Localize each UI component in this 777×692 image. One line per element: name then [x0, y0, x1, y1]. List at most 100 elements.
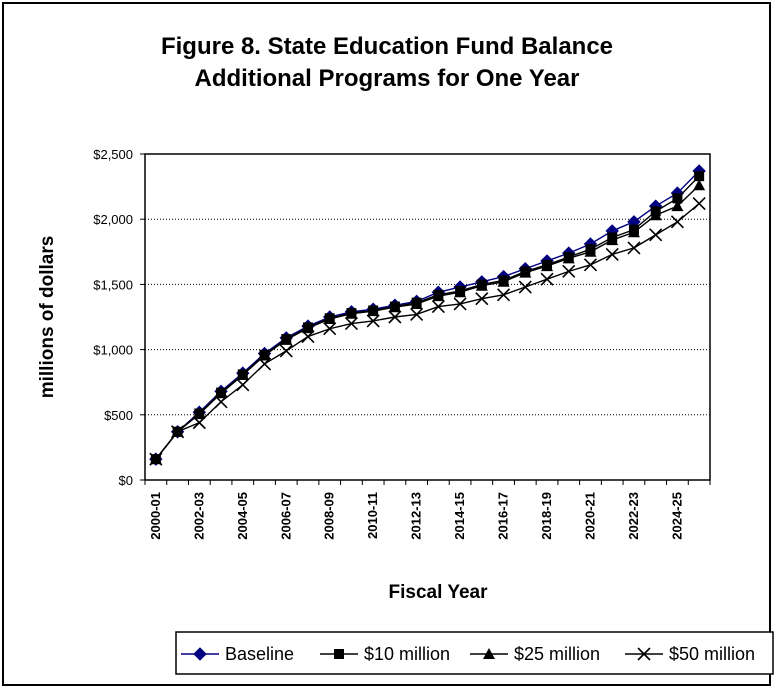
data-point-50-million	[171, 425, 185, 439]
series-25-million	[149, 179, 706, 465]
data-point-50-million	[627, 241, 641, 255]
gridlines	[145, 218, 710, 416]
data-point-25-million	[323, 312, 336, 324]
data-point-25-million	[301, 322, 314, 334]
data-point-25-million	[236, 369, 249, 381]
series-50-million	[149, 196, 706, 466]
data-point-50-million	[649, 228, 663, 242]
x-axis-ticks: 2000-01 2002-03 2004-05 2006-07 2008-09 2010-…	[144, 480, 711, 540]
data-point-25-million	[475, 279, 488, 291]
legend-marker	[637, 647, 651, 661]
y-tick-label: $0	[119, 473, 133, 488]
data-point-50-million	[301, 329, 315, 344]
data-point-50-million	[583, 258, 598, 272]
data-point-25-million	[693, 179, 706, 191]
legend-label: $50 million	[669, 644, 755, 664]
legend-item-50-million: $50 million	[625, 644, 755, 664]
x-tick-label: 2012-13	[409, 492, 424, 540]
data-point-50-million	[388, 310, 402, 324]
x-tick-label: 2018-19	[539, 492, 554, 540]
legend: Baseline $10 million $25 million $50 millio…	[181, 644, 755, 664]
x-tick-label: 2004-05	[235, 492, 250, 540]
y-tick-label: $1,000	[93, 343, 133, 358]
data-point-25-million	[497, 275, 510, 287]
series-10-million	[150, 171, 705, 465]
data-point-25-million	[519, 266, 532, 278]
data-point-50-million	[192, 416, 206, 430]
data-point-50-million	[149, 452, 163, 466]
x-tick-label: 2022-23	[626, 492, 641, 540]
y-tick-label: $500	[104, 408, 133, 423]
data-point-50-million	[518, 280, 532, 294]
chart-subtitle: Additional Programs for One Year	[195, 65, 580, 92]
data-point-50-million	[692, 196, 706, 211]
data-point-25-million	[410, 297, 423, 309]
chart-title: Figure 8. State Education Fund Balance	[161, 33, 613, 60]
data-point-50-million	[214, 395, 228, 409]
y-tick-label: $1,500	[93, 277, 133, 292]
data-point-25-million	[627, 226, 640, 238]
data-point-25-million	[258, 349, 271, 361]
data-point-50-million	[496, 288, 511, 302]
data-point-50-million	[279, 344, 293, 358]
data-point-25-million	[671, 200, 684, 212]
data-point-50-million	[670, 215, 684, 229]
x-tick-label: 2020-21	[582, 492, 597, 540]
x-axis-title: Fiscal Year	[389, 582, 489, 603]
y-axis-ticks: $0 $500 $1,000 $1,500 $2,000 $2,500	[93, 147, 145, 488]
x-tick-label: 2002-03	[191, 492, 206, 540]
legend-item-25-million: $25 million	[470, 644, 600, 664]
data-point-50-million	[366, 314, 380, 328]
series-line-50-million	[155, 203, 700, 460]
data-point-50-million	[475, 292, 489, 306]
x-tick-label: 2010-11	[365, 492, 380, 539]
data-point-50-million	[344, 316, 359, 331]
data-point-50-million	[257, 357, 272, 371]
series-group	[149, 164, 706, 466]
data-point-25-million	[562, 252, 575, 264]
data-point-25-million	[367, 305, 380, 317]
data-point-25-million	[193, 408, 206, 420]
data-point-25-million	[388, 301, 401, 313]
legend-label: $25 million	[514, 644, 600, 664]
x-tick-label: 2016-17	[496, 492, 511, 540]
data-point-25-million	[432, 290, 445, 302]
legend-item-baseline: Baseline	[181, 644, 294, 664]
data-point-50-million	[431, 300, 445, 314]
legend-marker	[193, 647, 207, 661]
data-point-25-million	[345, 307, 358, 319]
x-tick-label: 2014-15	[452, 492, 467, 540]
data-point-50-million	[540, 272, 554, 286]
data-point-25-million	[606, 234, 619, 246]
legend-box	[175, 631, 774, 675]
data-point-50-million	[410, 307, 424, 321]
series-line-baseline	[155, 170, 700, 460]
data-point-25-million	[454, 286, 467, 298]
legend-label: $10 million	[364, 644, 450, 664]
data-point-50-million	[323, 322, 337, 336]
x-tick-label: 2000-01	[148, 492, 163, 540]
x-tick-label: 2008-09	[322, 492, 337, 540]
y-axis-title: millions of dollars	[37, 236, 58, 399]
data-point-50-million	[453, 297, 467, 311]
series-baseline	[149, 164, 706, 466]
data-point-25-million	[541, 260, 554, 272]
data-point-50-million	[236, 378, 250, 392]
series-line-10-million	[155, 175, 700, 460]
plot-area	[144, 153, 711, 481]
x-tick-label: 2024-25	[669, 492, 684, 540]
data-point-25-million	[584, 245, 597, 257]
legend-marker	[334, 649, 344, 659]
data-point-25-million	[215, 387, 228, 399]
x-tick-label: 2006-07	[278, 492, 293, 540]
data-point-25-million	[280, 333, 293, 345]
y-tick-label: $2,000	[93, 212, 133, 227]
chart-frame	[2, 2, 771, 686]
legend-label: Baseline	[225, 644, 294, 664]
data-point-25-million	[649, 209, 662, 221]
series-line-25-million	[155, 184, 700, 460]
data-point-50-million	[605, 247, 619, 261]
data-point-10-million	[672, 193, 683, 204]
y-tick-label: $2,500	[93, 147, 133, 162]
